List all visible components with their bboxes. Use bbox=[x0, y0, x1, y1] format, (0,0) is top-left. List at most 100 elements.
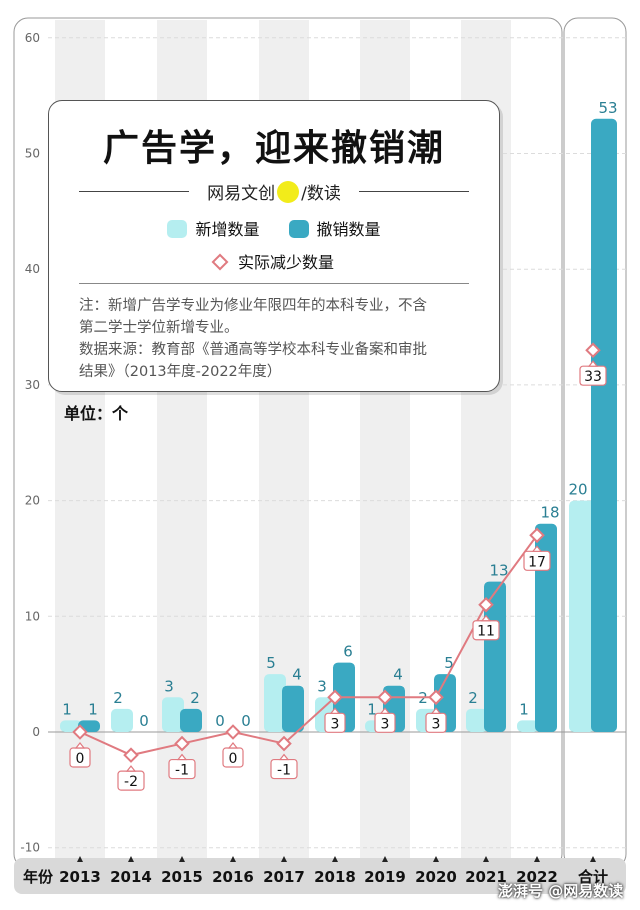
y-tick-label: 20 bbox=[25, 494, 40, 508]
net-label-pointer bbox=[430, 707, 442, 714]
added-value-label: 1 bbox=[367, 700, 377, 718]
revoked-value-label: 6 bbox=[343, 643, 353, 661]
revoked-value-label: 18 bbox=[540, 504, 559, 522]
added-value-label: 3 bbox=[317, 677, 327, 695]
net-label-pointer bbox=[278, 753, 290, 761]
revoked-value-label: 4 bbox=[292, 666, 302, 684]
y-tick-label: 60 bbox=[25, 31, 40, 45]
netease-logo-icon bbox=[277, 181, 300, 203]
added-value-label: 5 bbox=[266, 654, 276, 672]
note-line-1: 注：新增广告学专业为修业年限四年的本科专业，不含 bbox=[79, 298, 427, 314]
legend-item-revoke: 撤销数量 bbox=[288, 216, 381, 240]
net-point bbox=[174, 735, 190, 752]
net-value-label: 0 bbox=[76, 751, 85, 767]
net-value-label: 3 bbox=[331, 716, 340, 732]
x-tick-label: 2014 bbox=[110, 868, 152, 886]
x-tick-marker bbox=[483, 856, 489, 862]
y-tick-label: 30 bbox=[25, 378, 40, 392]
footer-bar bbox=[14, 858, 626, 894]
net-point bbox=[529, 527, 545, 544]
x-tick-marker bbox=[230, 856, 236, 862]
x-tick-label: 合计 bbox=[577, 868, 608, 886]
net-value-label: -1 bbox=[175, 763, 189, 779]
bar-added bbox=[466, 708, 488, 732]
x-tick-label: 2019 bbox=[364, 868, 406, 886]
y-tick-label: 10 bbox=[25, 609, 40, 623]
net-line bbox=[79, 534, 538, 757]
net-point bbox=[123, 747, 139, 763]
notes: 注：新增广告学专业为修业年限四年的本科专业，不含 第二学士学位新增专业。 数据来… bbox=[79, 295, 469, 383]
revoked-value-label: 1 bbox=[88, 700, 98, 718]
net-point bbox=[478, 596, 494, 613]
legend-swatch-add bbox=[167, 219, 188, 238]
x-tick-label: 2017 bbox=[263, 868, 305, 886]
legend-label-net: 实际减少数量 bbox=[237, 253, 334, 272]
legend-item-net: 实际减少数量 bbox=[49, 249, 499, 273]
added-value-label: 3 bbox=[164, 677, 174, 695]
bar-revoked bbox=[535, 523, 557, 732]
x-tick-label: 2013 bbox=[59, 868, 101, 886]
y-tick-label: 0 bbox=[32, 725, 40, 739]
x-tick-marker bbox=[382, 856, 388, 862]
x-tick-marker bbox=[179, 856, 185, 862]
legend-diamond-icon bbox=[211, 253, 229, 270]
bar-revoked bbox=[180, 708, 202, 732]
revoked-value-label: 0 bbox=[139, 712, 149, 730]
net-label-pointer bbox=[176, 753, 188, 761]
bar-revoked bbox=[591, 118, 617, 733]
net-point bbox=[276, 735, 292, 752]
added-value-label: 1 bbox=[519, 700, 529, 718]
bar-added bbox=[569, 500, 595, 732]
x-tick-marker bbox=[590, 856, 596, 862]
net-value-label: 17 bbox=[528, 554, 546, 570]
y-tick-label: 40 bbox=[25, 262, 40, 276]
x-tick-marker bbox=[534, 856, 540, 862]
x-axis-title: 年份 bbox=[23, 868, 54, 886]
brand-section: /数读 bbox=[301, 184, 341, 204]
net-point bbox=[327, 689, 343, 706]
source-line-1: 数据来源：教育部《普通高等学校本科专业备案和审批 bbox=[79, 342, 427, 358]
bar-added bbox=[162, 697, 184, 732]
added-value-label: 0 bbox=[215, 712, 225, 730]
x-tick-label: 2015 bbox=[161, 868, 203, 886]
net-point bbox=[72, 724, 88, 740]
net-label-pointer bbox=[531, 545, 543, 552]
net-value-label: 11 bbox=[477, 624, 495, 640]
bar-revoked bbox=[282, 685, 304, 732]
chart-title: 广告学，迎来撤销潮 bbox=[102, 128, 445, 169]
net-point bbox=[225, 724, 241, 740]
net-label-pointer bbox=[227, 742, 239, 749]
net-value-label: 33 bbox=[584, 369, 602, 385]
x-tick-marker bbox=[128, 856, 134, 862]
y-tick-label: -10 bbox=[20, 841, 40, 855]
net-point bbox=[428, 689, 444, 706]
y-tick-label: 50 bbox=[25, 147, 40, 161]
watermark: 澎湃号 @网易数读 bbox=[498, 882, 624, 900]
added-value-label: 1 bbox=[62, 700, 72, 718]
brand-logo: 网易文创/数读 bbox=[79, 179, 469, 205]
net-label-pointer bbox=[587, 360, 599, 367]
net-label-pointer bbox=[329, 707, 341, 714]
legend-label-revoke: 撤销数量 bbox=[316, 220, 381, 239]
net-label-pointer bbox=[480, 614, 492, 622]
net-point bbox=[377, 689, 393, 706]
bar-added bbox=[111, 708, 133, 732]
x-tick-marker bbox=[77, 856, 83, 862]
brand-divider-right bbox=[359, 191, 469, 192]
net-value-label: 3 bbox=[381, 716, 390, 732]
brand-name: 网易文创 bbox=[207, 184, 276, 204]
net-label-pointer bbox=[74, 742, 86, 749]
net-point bbox=[585, 342, 601, 358]
added-value-label: 2 bbox=[113, 689, 123, 707]
net-label-pointer bbox=[379, 707, 391, 714]
info-panel: 广告学，迎来撤销潮 网易文创/数读 新增数量 撤销数量 实际减少数量 注：新增广… bbox=[48, 100, 500, 392]
revoked-value-label: 13 bbox=[489, 562, 508, 580]
brand-row: 网易文创/数读 bbox=[79, 179, 469, 205]
net-value-label: 0 bbox=[229, 751, 238, 767]
added-value-label: 2 bbox=[468, 689, 478, 707]
added-value-label: 20 bbox=[568, 481, 587, 499]
net-value-label: 3 bbox=[432, 716, 441, 732]
legend: 新增数量 撤销数量 bbox=[49, 216, 499, 240]
divider bbox=[79, 283, 469, 284]
legend-swatch-revoke bbox=[288, 219, 309, 238]
